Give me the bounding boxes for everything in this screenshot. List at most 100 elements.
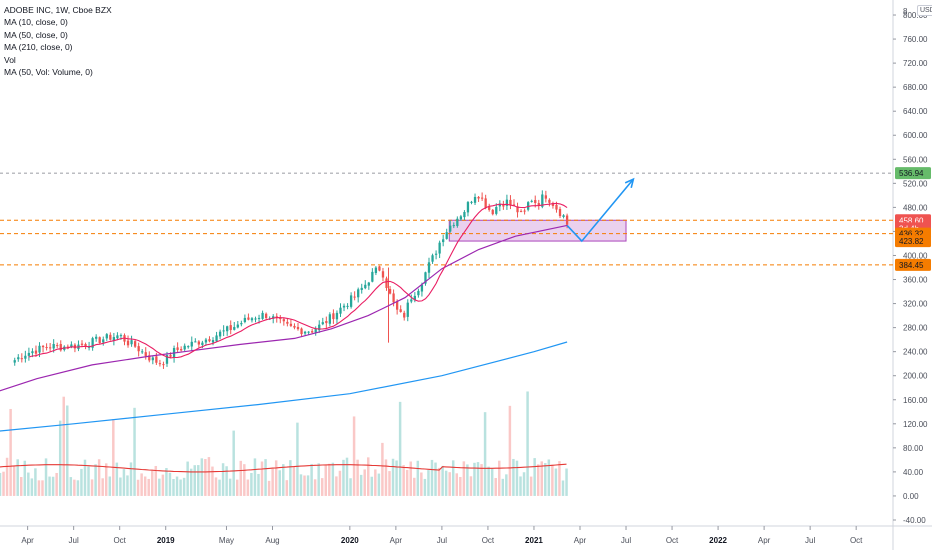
candle bbox=[325, 316, 328, 329]
volume-bar bbox=[90, 479, 94, 496]
price-label-bg bbox=[895, 258, 931, 271]
candle bbox=[17, 354, 20, 362]
candle bbox=[388, 285, 392, 295]
candle-body bbox=[512, 204, 516, 206]
volume-bar bbox=[551, 464, 554, 496]
candle-body bbox=[548, 199, 551, 203]
candle bbox=[179, 346, 183, 352]
volume-bar bbox=[352, 416, 356, 496]
volume-bar bbox=[296, 422, 299, 496]
volume-bar bbox=[342, 459, 345, 496]
candle bbox=[466, 200, 470, 217]
candle bbox=[222, 325, 225, 337]
candle-body bbox=[502, 204, 505, 207]
candle bbox=[194, 338, 197, 343]
legend-vol-ma[interactable]: MA (50, Vol: Volume, 0) bbox=[4, 67, 93, 78]
candle-body bbox=[488, 206, 491, 210]
volume-bar bbox=[398, 401, 402, 496]
legend-ma10[interactable]: MA (10, close, 0) bbox=[4, 17, 68, 28]
volume-bar bbox=[267, 480, 271, 496]
x-tick-label: Jul bbox=[69, 536, 79, 545]
candle-body bbox=[335, 312, 339, 320]
candle-body bbox=[495, 207, 498, 214]
candle bbox=[137, 342, 140, 357]
volume-bar bbox=[186, 461, 189, 496]
currency-button[interactable]: USD bbox=[917, 5, 932, 16]
legend-vol[interactable]: Vol bbox=[4, 54, 16, 65]
volume-bar bbox=[480, 464, 483, 496]
candle bbox=[282, 317, 285, 326]
candle-body bbox=[204, 339, 208, 343]
candle bbox=[247, 313, 250, 321]
candle bbox=[20, 353, 23, 363]
volume-bar bbox=[5, 457, 9, 496]
volume-bar bbox=[391, 458, 395, 496]
volume-bar bbox=[441, 465, 444, 496]
legend-title[interactable]: ADOBE INC, 1W, Cboe BZX bbox=[4, 5, 112, 15]
legend-ma210[interactable]: MA (210, close, 0) bbox=[4, 42, 73, 53]
candle bbox=[342, 303, 346, 312]
candle bbox=[516, 202, 519, 218]
volume-bar bbox=[395, 460, 398, 496]
volume-bar bbox=[434, 462, 437, 496]
y-tick-label: 160.00 bbox=[903, 396, 928, 405]
price-axis[interactable]: 800.00 760.00 720.00 680.00 640.00 600.00 560.… bbox=[893, 7, 928, 525]
candle bbox=[509, 195, 512, 210]
candle bbox=[357, 287, 360, 303]
candle-body bbox=[59, 344, 62, 351]
candle-body bbox=[272, 316, 275, 319]
volume-bar bbox=[423, 478, 427, 496]
candle bbox=[502, 200, 505, 210]
candle bbox=[56, 342, 59, 349]
candle-body bbox=[254, 318, 257, 320]
candle-body bbox=[403, 312, 406, 318]
volume-bar bbox=[41, 480, 44, 496]
y-tick-label: 720.00 bbox=[903, 59, 928, 68]
x-tick-label: Oct bbox=[850, 536, 863, 545]
y-tick-label: 560.00 bbox=[903, 155, 928, 164]
candle-body bbox=[144, 352, 147, 357]
volume-bar bbox=[87, 466, 90, 496]
candle-body bbox=[87, 346, 91, 348]
volume-bar bbox=[80, 468, 83, 496]
candle bbox=[318, 320, 321, 333]
volume-bar bbox=[473, 462, 476, 496]
volume-bar bbox=[377, 473, 381, 496]
volume-bar bbox=[243, 464, 246, 496]
candle bbox=[102, 336, 105, 346]
candle-body bbox=[311, 331, 314, 333]
candle-body bbox=[201, 342, 204, 345]
candle-body bbox=[45, 347, 48, 349]
candle bbox=[197, 340, 201, 348]
volume-bar bbox=[62, 396, 65, 496]
candle-body bbox=[307, 331, 310, 333]
legend-ma50[interactable]: MA (50, close, 0) bbox=[4, 29, 68, 40]
candle-body bbox=[229, 325, 232, 330]
candle-body bbox=[56, 345, 59, 347]
y-tick-label: 40.00 bbox=[903, 468, 924, 477]
volume-bar bbox=[108, 476, 112, 496]
candle-body bbox=[282, 319, 285, 322]
volume-bar bbox=[285, 480, 289, 496]
candle bbox=[519, 209, 523, 213]
candle-body bbox=[158, 363, 162, 365]
x-tick-label: Jul bbox=[437, 536, 447, 545]
candle-body bbox=[463, 212, 466, 218]
price-label-text: 384.45 bbox=[899, 261, 924, 270]
candle bbox=[438, 240, 441, 259]
volume-bar bbox=[356, 459, 359, 496]
price-label-text: 423.82 bbox=[899, 237, 924, 246]
candle-body bbox=[392, 293, 395, 303]
candle bbox=[374, 266, 378, 276]
candle bbox=[385, 276, 388, 291]
candle-body bbox=[381, 271, 385, 278]
time-axis[interactable]: Apr Jul Oct 2019 May Aug 2020 Apr Jul Oct 2021 Apr J… bbox=[21, 526, 863, 545]
volume-bar bbox=[565, 468, 568, 496]
candle bbox=[537, 199, 540, 210]
candle-body bbox=[452, 225, 455, 227]
volume-bar bbox=[561, 480, 565, 496]
volume-bar bbox=[413, 477, 416, 496]
candle-body bbox=[555, 204, 558, 210]
candle-body bbox=[314, 329, 317, 333]
